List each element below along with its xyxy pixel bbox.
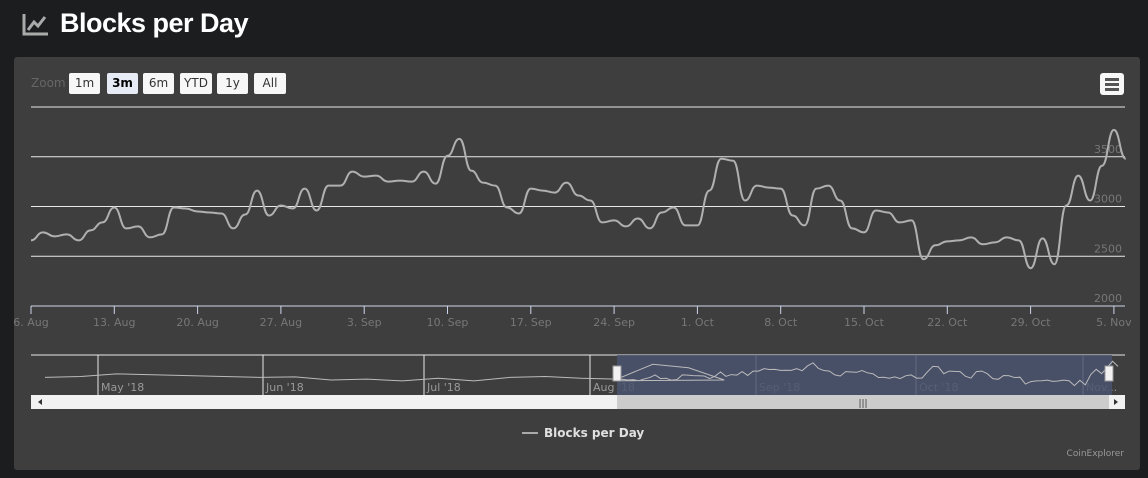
x-tick-label: 29. Oct [1011, 316, 1052, 329]
scroll-right-arrow-icon[interactable] [1114, 399, 1118, 405]
x-tick-label: 8. Oct [764, 316, 798, 329]
navigator-month-label: Jun '18 [265, 381, 304, 394]
zoom-3m-button[interactable]: 3m [107, 73, 138, 94]
scrollbar-grip-icon: ||| [858, 399, 867, 409]
scroll-left-arrow-icon[interactable] [38, 399, 42, 405]
x-tick-label: 22. Oct [927, 316, 968, 329]
page-header: Blocks per Day [22, 8, 249, 39]
navigator-month-label: Jul '18 [426, 381, 461, 394]
y-tick-label: 2000 [1094, 292, 1122, 305]
navigator-selected-range[interactable] [617, 355, 1112, 395]
navigator-series-line [44, 360, 1119, 387]
zoom-ytd-button[interactable]: YTD [180, 73, 212, 94]
navigator-month-label: May '18 [101, 381, 144, 394]
zoom-1y-button[interactable]: 1y [217, 73, 248, 94]
navigator-handle[interactable] [612, 365, 622, 382]
x-tick-label: 1. Oct [681, 316, 715, 329]
zoom-all-button[interactable]: All [254, 73, 286, 94]
x-tick-label: 5. Nov [1096, 316, 1132, 329]
x-tick-label: 20. Aug [176, 316, 218, 329]
x-tick-label: 15. Oct [844, 316, 885, 329]
zoom-label: Zoom [31, 76, 66, 90]
scrollbar-thumb[interactable] [617, 395, 1109, 409]
page-title: Blocks per Day [60, 8, 249, 38]
x-tick-label: 6. Aug [14, 316, 49, 329]
x-tick-label: 24. Sep [593, 316, 635, 329]
y-tick-label: 2500 [1094, 242, 1122, 255]
legend-line-icon [522, 432, 538, 434]
x-tick-label: 13. Aug [93, 316, 135, 329]
credits[interactable]: CoinExplorer [1066, 449, 1124, 459]
y-tick-label: 3000 [1094, 193, 1122, 206]
navigator-handle[interactable] [1104, 365, 1114, 382]
legend-item[interactable]: Blocks per Day [522, 426, 644, 440]
x-tick-label: 17. Sep [510, 316, 552, 329]
series-line-blocks-per-day[interactable] [30, 128, 1127, 270]
x-tick-label: 10. Sep [427, 316, 469, 329]
x-tick-label: 3. Sep [347, 316, 382, 329]
legend-label: Blocks per Day [544, 426, 645, 440]
zoom-1m-button[interactable]: 1m [69, 73, 100, 94]
x-tick-label: 27. Aug [260, 316, 302, 329]
zoom-6m-button[interactable]: 6m [143, 73, 174, 94]
line-chart-icon [22, 13, 48, 35]
hamburger-menu-icon[interactable] [1100, 73, 1124, 95]
chart-panel: Zoom 1m 3m 6m YTD 1y All 2000 2500 3000 350… [14, 57, 1140, 470]
